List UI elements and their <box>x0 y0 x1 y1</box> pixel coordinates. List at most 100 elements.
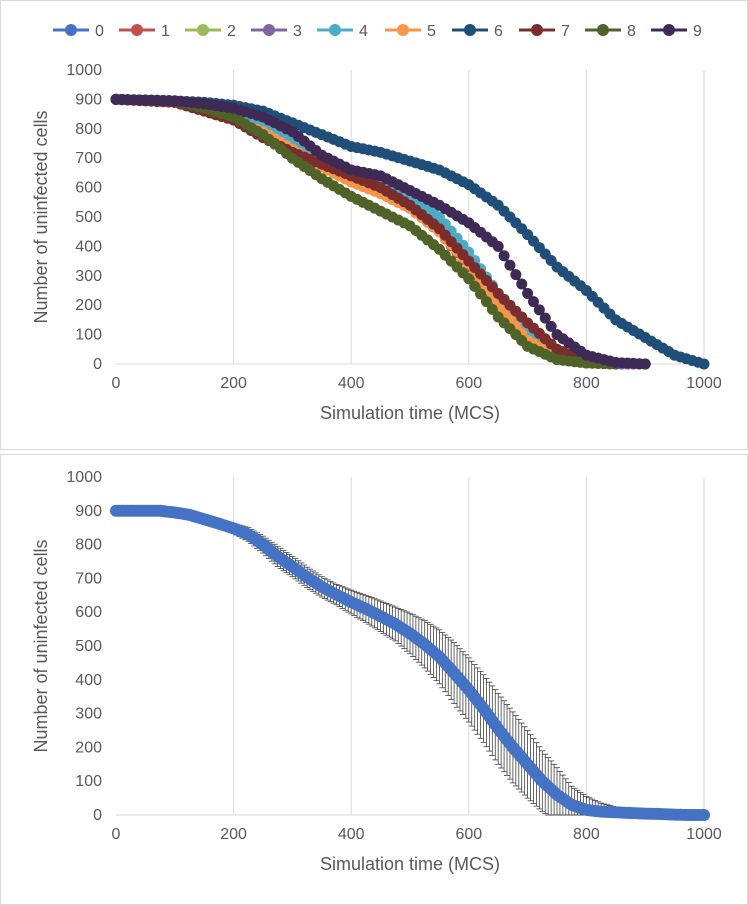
series-7 <box>110 93 622 370</box>
data-point <box>533 304 545 316</box>
x-tick-label: 600 <box>455 375 482 392</box>
series-line-1 <box>115 97 616 366</box>
y-tick-label: 300 <box>75 706 102 723</box>
chart-panel-mean-with-error: 0 200 400 600 800 1000 0 100 200 300 400 500 600 700 8… <box>0 454 748 905</box>
legend-item-0: 0 <box>53 23 104 40</box>
mean-series <box>110 504 710 821</box>
legend-item-1: 1 <box>119 23 170 40</box>
legend-label: 5 <box>427 23 436 40</box>
y-tick-label: 700 <box>75 150 102 167</box>
x-tick-label: 200 <box>220 826 247 843</box>
y-tick-label: 500 <box>75 209 102 226</box>
data-point <box>527 296 539 308</box>
y-tick-label: 200 <box>75 739 102 756</box>
data-point <box>545 320 557 332</box>
y-tick-label: 900 <box>75 91 102 108</box>
data-point <box>516 278 528 290</box>
legend-marker <box>131 24 143 36</box>
y-tick-label: 0 <box>93 807 102 824</box>
legend-marker <box>597 24 609 36</box>
x-tick-label: 400 <box>338 375 365 392</box>
legend-label: 7 <box>561 23 570 40</box>
legend-item-3: 3 <box>251 23 302 40</box>
series-5 <box>110 93 622 370</box>
series-line-4 <box>115 97 616 366</box>
y-tick-label: 800 <box>75 121 102 138</box>
legend-item-4: 4 <box>317 23 368 40</box>
legend-label: 3 <box>293 23 302 40</box>
y-tick-label: 400 <box>75 238 102 255</box>
series-line-8 <box>115 97 616 366</box>
data-point <box>539 312 551 324</box>
series-9 <box>110 93 651 370</box>
y-tick-label: 1000 <box>66 62 102 79</box>
data-point <box>639 358 651 370</box>
series-line-9 <box>115 97 646 366</box>
data-point <box>504 259 516 271</box>
data-point <box>698 809 710 821</box>
x-tick-label: 800 <box>573 375 600 392</box>
error-bars <box>160 510 690 816</box>
legend-label: 9 <box>693 23 702 40</box>
series-line-3 <box>115 97 646 366</box>
legend-label: 6 <box>494 23 503 40</box>
y-tick-label: 600 <box>75 604 102 621</box>
y-tick-label: 1000 <box>66 469 102 486</box>
data-point <box>475 288 487 300</box>
series-1 <box>110 93 622 370</box>
x-tick-label: 200 <box>220 375 247 392</box>
legend-label: 4 <box>359 23 368 40</box>
x-tick-label: 1000 <box>686 826 722 843</box>
legend-marker <box>263 24 275 36</box>
legend-item-5: 5 <box>385 23 436 40</box>
series-line-5 <box>115 97 616 366</box>
legend-label: 8 <box>627 23 636 40</box>
legend-item-7: 7 <box>519 23 570 40</box>
series-6 <box>110 93 710 370</box>
series-0 <box>110 93 651 370</box>
data-point <box>492 240 504 252</box>
series-3 <box>110 93 651 370</box>
legend-item-2: 2 <box>185 23 236 40</box>
mean-with-error-chart: 0 200 400 600 800 1000 0 100 200 300 400 500 600 700 8… <box>31 469 722 874</box>
x-tick-label: 0 <box>112 375 121 392</box>
x-tick-label: 1000 <box>686 375 722 392</box>
y-tick-label: 700 <box>75 570 102 587</box>
individual-runs-chart: 0 200 400 600 800 1000 0 100 200 300 400 500 600 700 8… <box>31 23 722 423</box>
legend-marker <box>329 24 341 36</box>
y-tick-label: 100 <box>75 773 102 790</box>
data-point <box>698 358 710 370</box>
data-point <box>463 273 475 285</box>
series-4 <box>110 93 622 370</box>
legend-label: 1 <box>161 23 170 40</box>
chart-panel-individual-runs: 0 200 400 600 800 1000 0 100 200 300 400 500 600 700 8… <box>0 0 748 450</box>
series-2 <box>110 93 639 370</box>
legend-marker <box>531 24 543 36</box>
legend-marker <box>397 24 409 36</box>
x-tick-label: 800 <box>573 826 600 843</box>
x-tick-label: 600 <box>455 826 482 843</box>
y-tick-label: 500 <box>75 638 102 655</box>
y-tick-label: 300 <box>75 268 102 285</box>
data-point <box>510 269 522 281</box>
y-tick-label: 0 <box>93 356 102 373</box>
series-line-7 <box>115 97 616 366</box>
y-tick-label: 200 <box>75 297 102 314</box>
legend-marker <box>663 24 675 36</box>
y-axis-title: Number of uninfected cells <box>31 539 51 752</box>
legend-marker <box>65 24 77 36</box>
series-line-0 <box>115 97 646 366</box>
x-tick-label: 0 <box>112 826 121 843</box>
y-tick-label: 900 <box>75 503 102 520</box>
data-point <box>498 250 510 262</box>
data-point <box>480 296 492 308</box>
legend-marker <box>197 24 209 36</box>
legend-label: 2 <box>227 23 236 40</box>
legend-item-9: 9 <box>651 23 702 40</box>
data-point <box>486 303 498 315</box>
x-axis-title: Simulation time (MCS) <box>320 854 500 874</box>
data-point <box>469 280 481 292</box>
series-8 <box>110 93 622 370</box>
y-tick-label: 400 <box>75 672 102 689</box>
data-point <box>522 287 534 299</box>
